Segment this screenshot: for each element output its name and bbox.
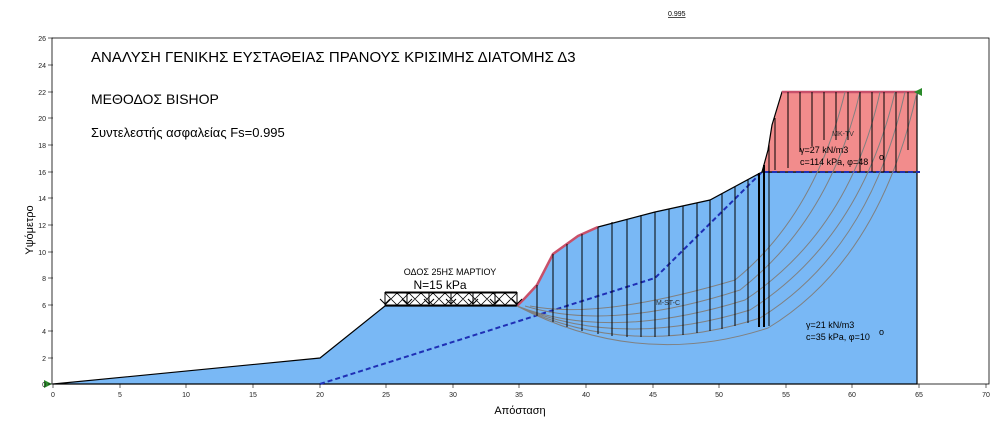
x-tick-label: 0 [51, 392, 55, 399]
lower-material-name: M-ST-C [656, 300, 680, 307]
x-axis-ticks [52, 384, 987, 388]
y-tick-label: 16 [38, 170, 46, 177]
y-tick-label: 2 [42, 356, 46, 363]
y-tick-label: 4 [42, 329, 46, 336]
phreatic-line [319, 171, 920, 385]
y-tick-label: 8 [42, 276, 46, 283]
y-tick-label: 24 [38, 63, 46, 70]
x-tick-label: 70 [982, 392, 990, 399]
x-tick-label: 25 [382, 392, 390, 399]
load-label: N=15 kPa [413, 278, 466, 292]
y-axis-label: Υψόμετρο [24, 205, 36, 254]
triangle-marker-icon [914, 88, 922, 96]
y-tick-label: 20 [38, 116, 46, 123]
lower-material-gamma: γ=21 kN/m3 [806, 320, 854, 330]
y-tick-label: 14 [38, 196, 46, 203]
top-fs-value: 0.995 [668, 11, 686, 18]
y-tick-label: 0 [42, 382, 46, 389]
x-tick-label: 65 [915, 392, 923, 399]
upper-material-name: MK-TV [832, 131, 854, 138]
x-tick-label: 45 [649, 392, 657, 399]
road-load [379, 291, 523, 306]
upper-material-degree: o [879, 152, 884, 162]
slice-lines [536, 92, 909, 337]
x-tick-label: 40 [582, 392, 590, 399]
y-tick-label: 18 [38, 143, 46, 150]
x-tick-label: 50 [715, 392, 723, 399]
upper-material-gamma: γ=27 kN/m3 [800, 145, 848, 155]
x-axis-label: Απόσταση [494, 405, 545, 417]
lower-material-strength: c=35 kPa, φ=10 [806, 332, 870, 342]
y-tick-label: 6 [42, 303, 46, 310]
road-label: ΟΔΟΣ 25ΗΣ ΜΑΡΤΙΟΥ [404, 267, 497, 277]
safety-factor-label: Συντελεστής ασφαλείας Fs=0.995 [91, 125, 285, 140]
upper-material-strength: c=114 kPa, φ=48 [800, 157, 868, 167]
y-tick-label: 22 [38, 90, 46, 97]
y-axis-ticks [48, 37, 53, 385]
x-tick-label: 5 [118, 392, 122, 399]
y-tick-label: 12 [38, 223, 46, 230]
y-tick-label: 10 [38, 250, 46, 257]
surface-red-left [516, 225, 599, 307]
x-tick-label: 35 [515, 392, 523, 399]
diagram-title: ΑΝΑΛΥΣΗ ΓΕΝΙΚΗΣ ΕΥΣΤΑΘΕΙΑΣ ΠΡΑΝΟΥΣ ΚΡΙΣΙ… [91, 49, 576, 66]
x-tick-label: 10 [182, 392, 190, 399]
x-tick-label: 30 [449, 392, 457, 399]
x-tick-label: 15 [249, 392, 257, 399]
x-tick-label: 60 [848, 392, 856, 399]
method-label: ΜΕΘΟΔΟΣ BISHOP [91, 91, 219, 107]
x-tick-label: 20 [316, 392, 324, 399]
lower-soil-layer [52, 171, 918, 385]
lower-material-degree: o [879, 327, 884, 337]
x-tick-label: 55 [782, 392, 790, 399]
y-tick-label: 26 [38, 36, 46, 43]
